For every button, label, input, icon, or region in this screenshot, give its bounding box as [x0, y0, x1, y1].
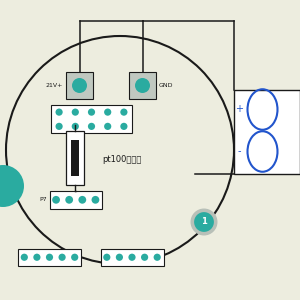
Circle shape: [88, 109, 95, 116]
Circle shape: [0, 165, 24, 207]
Text: P7: P7: [39, 197, 46, 202]
Bar: [50, 191, 102, 208]
Circle shape: [72, 78, 87, 93]
Circle shape: [194, 212, 214, 232]
Bar: [234, 90, 300, 174]
Text: 1: 1: [201, 218, 207, 226]
Text: +: +: [236, 104, 243, 115]
Bar: [51, 105, 132, 134]
Bar: [100, 249, 164, 266]
Bar: [18, 249, 81, 266]
Circle shape: [104, 123, 111, 130]
Circle shape: [141, 254, 148, 261]
Circle shape: [72, 109, 79, 116]
Circle shape: [71, 254, 78, 261]
Circle shape: [78, 196, 86, 204]
Circle shape: [56, 109, 63, 116]
Circle shape: [116, 254, 123, 261]
Text: -: -: [238, 146, 241, 157]
Circle shape: [190, 208, 218, 236]
Circle shape: [128, 254, 136, 261]
Circle shape: [103, 254, 110, 261]
Circle shape: [58, 254, 66, 261]
Circle shape: [72, 123, 79, 130]
Circle shape: [56, 123, 63, 130]
Circle shape: [88, 123, 95, 130]
Circle shape: [65, 196, 73, 204]
Bar: [129, 72, 156, 99]
Bar: [66, 72, 93, 99]
Circle shape: [120, 109, 128, 116]
Circle shape: [21, 254, 28, 261]
Bar: [66, 130, 84, 184]
Circle shape: [135, 78, 150, 93]
Circle shape: [33, 254, 40, 261]
Text: GND: GND: [159, 83, 173, 88]
Circle shape: [120, 123, 128, 130]
Text: 21V+: 21V+: [46, 83, 63, 88]
Circle shape: [46, 254, 53, 261]
Circle shape: [92, 196, 99, 204]
Circle shape: [52, 196, 60, 204]
Text: pt100铂电阻: pt100铂电阻: [102, 154, 141, 164]
Bar: [71, 140, 79, 175]
Circle shape: [154, 254, 161, 261]
Circle shape: [104, 109, 111, 116]
